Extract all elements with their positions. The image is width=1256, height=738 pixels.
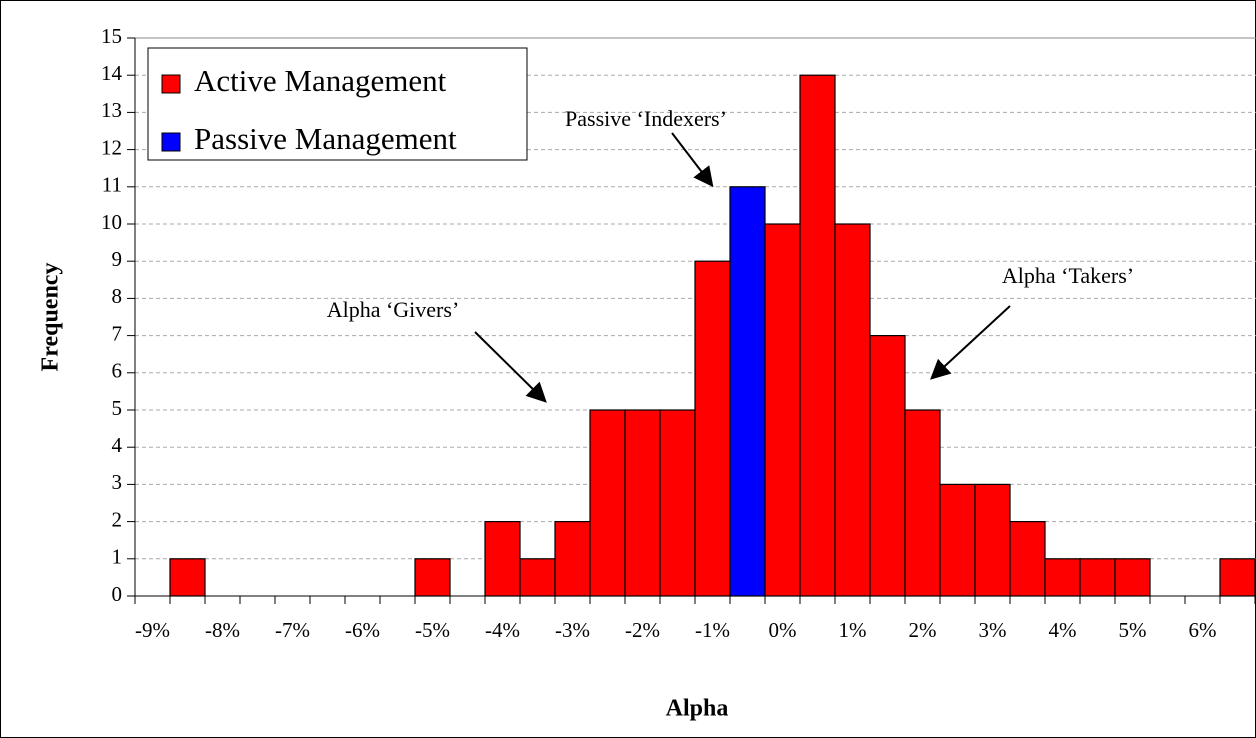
- legend-swatch: [161, 132, 181, 152]
- x-tick-label: -2%: [625, 618, 660, 642]
- arrow: [671, 132, 714, 188]
- legend: Active Management Passive Management: [147, 47, 528, 161]
- bar: [1114, 558, 1151, 597]
- y-tick-label: 14: [101, 61, 123, 85]
- arrow: [474, 331, 547, 403]
- bar: [624, 409, 661, 597]
- legend-label: Passive Management: [194, 121, 457, 156]
- bar: [904, 409, 941, 597]
- y-tick-label: 1: [112, 545, 123, 569]
- bar: [694, 260, 731, 597]
- bar: [729, 186, 766, 597]
- x-tick-label: -4%: [485, 618, 520, 642]
- bar: [799, 74, 836, 597]
- bar: [484, 520, 521, 597]
- legend-swatch: [161, 74, 181, 94]
- x-axis-label: Alpha: [666, 696, 729, 722]
- annotation: Alpha ‘Givers’: [327, 297, 460, 322]
- bar: [939, 483, 976, 597]
- x-tick-label: 1%: [839, 618, 867, 642]
- x-tick-label: 2%: [909, 618, 937, 642]
- x-tick-label: -6%: [345, 618, 380, 642]
- x-tick-label: -1%: [695, 618, 730, 642]
- bar: [1009, 520, 1046, 597]
- bar: [764, 223, 801, 597]
- bar: [869, 335, 906, 597]
- bar: [169, 558, 206, 597]
- annotation: Passive ‘Indexers’: [565, 106, 727, 131]
- bar: [1219, 558, 1256, 597]
- arrow: [930, 305, 1011, 380]
- legend-box: [147, 47, 528, 161]
- y-tick-label: 15: [101, 24, 122, 48]
- bar: [554, 520, 591, 597]
- y-tick-label: 4: [112, 433, 123, 457]
- bar: [519, 558, 556, 597]
- y-tick-label: 6: [112, 359, 123, 383]
- y-tick-label: 11: [102, 173, 122, 197]
- legend-label: Active Management: [194, 63, 447, 98]
- y-tick-label: 5: [112, 396, 123, 420]
- y-tick-label: 13: [101, 98, 122, 122]
- y-tick-label: 12: [101, 135, 122, 159]
- y-axis-label: Frequency: [38, 263, 64, 372]
- y-tick-label: 2: [112, 507, 123, 531]
- y-tick-label: 9: [112, 247, 123, 271]
- x-tick-label: -8%: [205, 618, 240, 642]
- y-tick-label: 0: [112, 582, 123, 606]
- y-tick-label: 7: [112, 321, 123, 345]
- bar: [834, 223, 871, 597]
- bar: [1044, 558, 1081, 597]
- y-tick-label: 8: [112, 284, 123, 308]
- x-tick-label: 6%: [1189, 618, 1217, 642]
- x-tick-label: 5%: [1119, 618, 1147, 642]
- x-tick-label: -9%: [135, 618, 170, 642]
- y-tick-label: 3: [112, 470, 123, 494]
- x-tick-label: 4%: [1049, 618, 1077, 642]
- bar: [414, 558, 451, 597]
- x-tick-label: 0%: [769, 618, 797, 642]
- bar: [659, 409, 696, 597]
- y-tick-label: 10: [101, 210, 122, 234]
- bar: [974, 483, 1011, 597]
- x-tick-label: -5%: [415, 618, 450, 642]
- bar: [589, 409, 626, 597]
- annotation: Alpha ‘Takers’: [1002, 263, 1134, 288]
- x-tick-label: 3%: [979, 618, 1007, 642]
- x-tick-label: -3%: [555, 618, 590, 642]
- bar: [1079, 558, 1116, 597]
- x-tick-label: -7%: [275, 618, 310, 642]
